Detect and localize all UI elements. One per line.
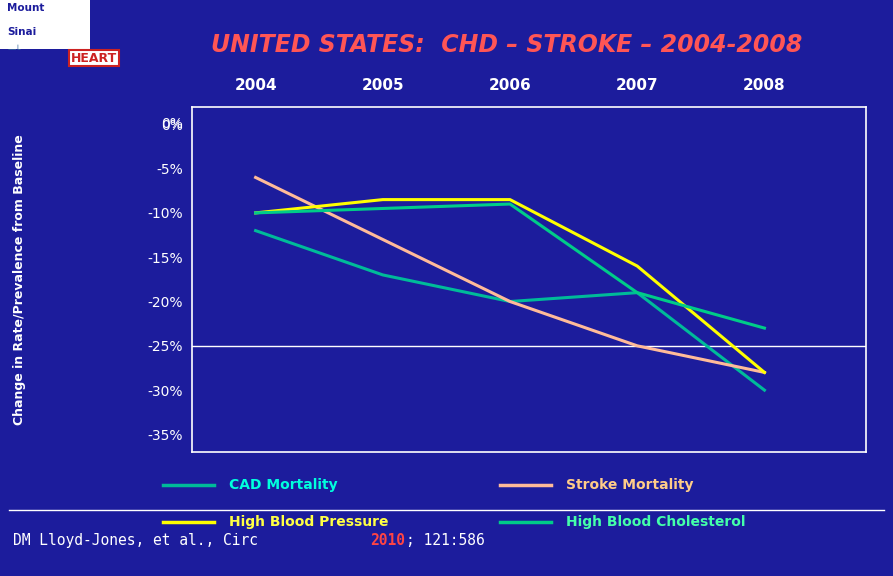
Text: 2006: 2006: [488, 78, 531, 93]
Text: 2010: 2010: [371, 533, 405, 548]
Text: ; 121:586: ; 121:586: [406, 533, 485, 548]
Text: High Blood Cholesterol: High Blood Cholesterol: [566, 515, 746, 529]
Text: 2004: 2004: [234, 78, 277, 93]
Text: 2008: 2008: [743, 78, 786, 93]
Text: —└: —└: [7, 45, 21, 54]
Text: HEART: HEART: [71, 51, 117, 65]
Text: Stroke Mortality: Stroke Mortality: [566, 479, 694, 492]
Text: 0%: 0%: [162, 118, 183, 131]
Bar: [0, 0, 90, 49]
Text: UNITED STATES:  CHD – STROKE – 2004-2008: UNITED STATES: CHD – STROKE – 2004-2008: [211, 33, 803, 56]
Text: Mount: Mount: [7, 3, 45, 13]
Text: 2007: 2007: [616, 78, 658, 93]
Text: Sinai: Sinai: [7, 26, 37, 37]
Text: CAD Mortality: CAD Mortality: [230, 479, 338, 492]
Text: Change in Rate/Prevalence from Baseline: Change in Rate/Prevalence from Baseline: [13, 134, 26, 425]
Text: High Blood Pressure: High Blood Pressure: [230, 515, 388, 529]
Text: 2005: 2005: [362, 78, 405, 93]
Text: DM Lloyd-Jones, et al., Circ: DM Lloyd-Jones, et al., Circ: [13, 533, 267, 548]
